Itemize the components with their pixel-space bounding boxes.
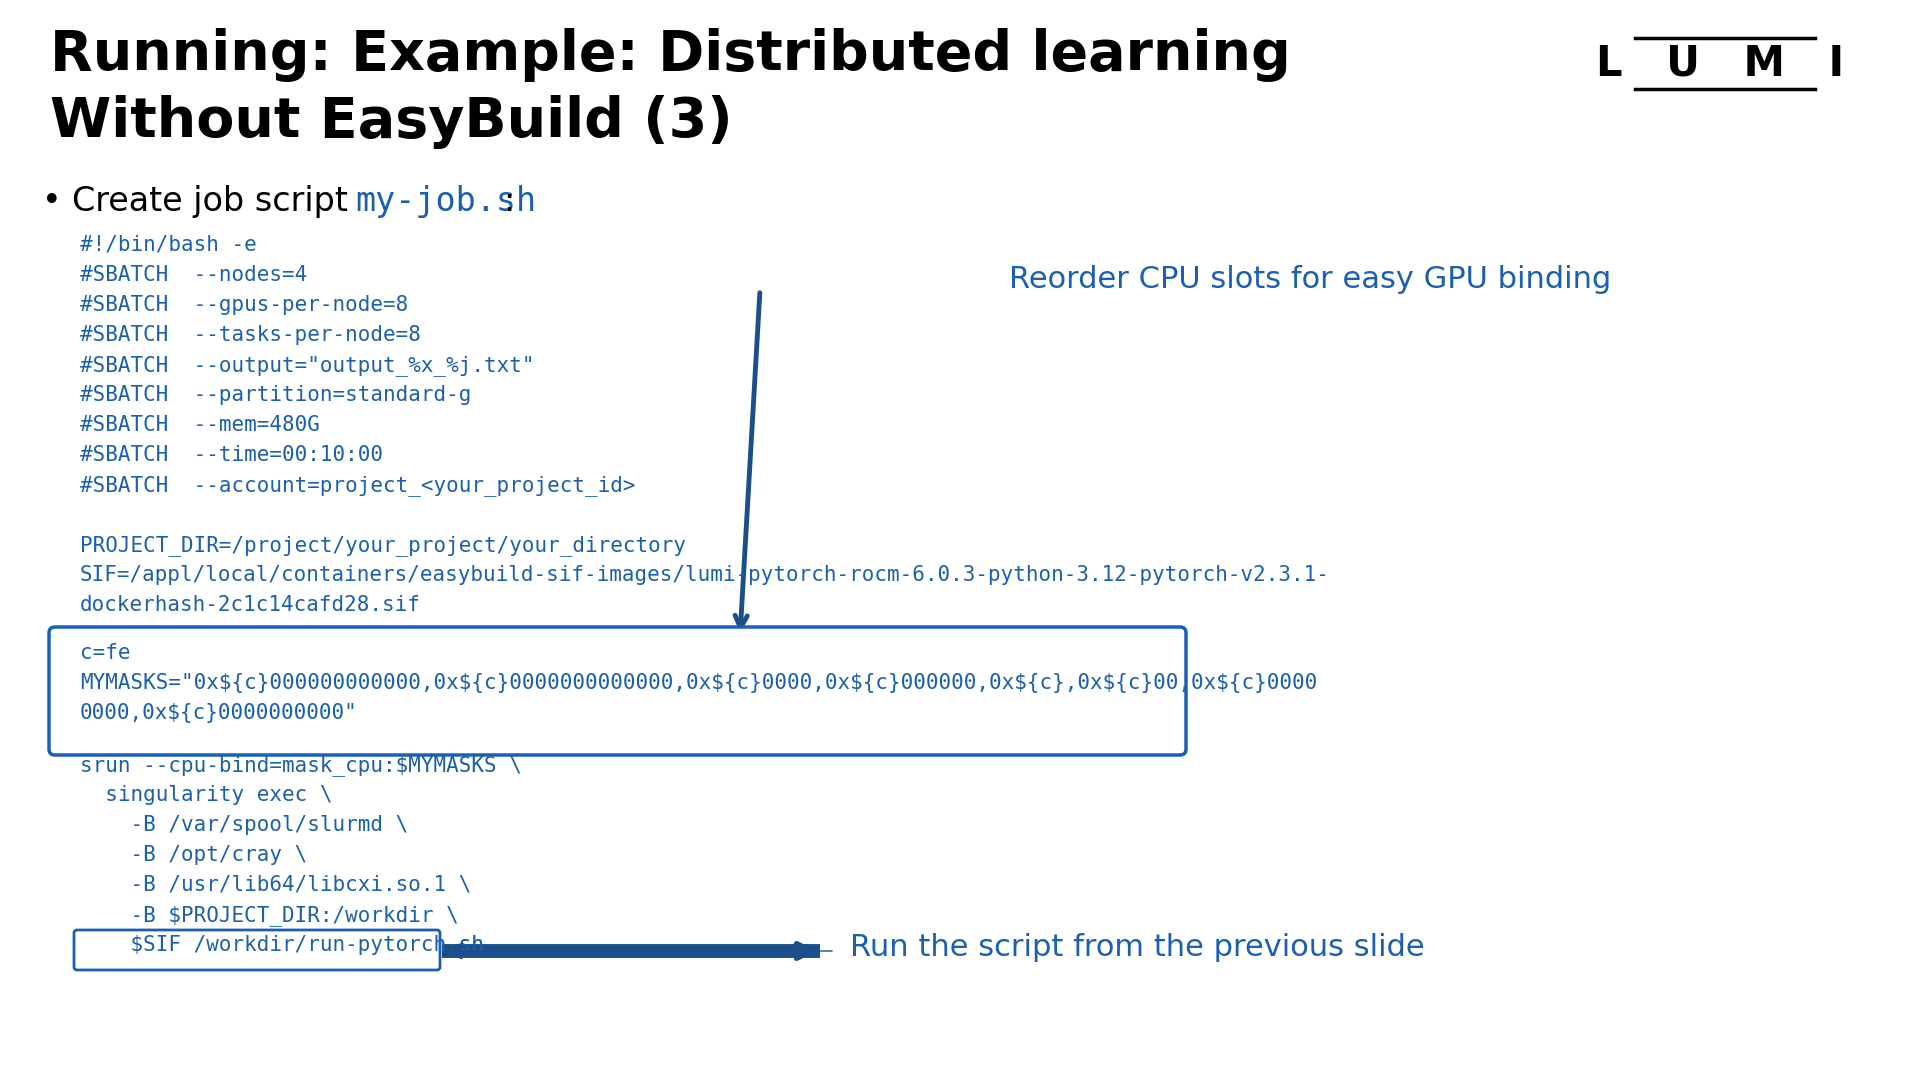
Text: L   U   M   I: L U M I (1596, 43, 1843, 85)
Text: :: : (503, 185, 515, 218)
Text: -B /var/spool/slurmd \: -B /var/spool/slurmd \ (81, 815, 409, 835)
Text: PROJECT_DIR=/project/your_project/your_directory: PROJECT_DIR=/project/your_project/your_d… (81, 535, 685, 556)
FancyBboxPatch shape (75, 930, 440, 970)
FancyArrowPatch shape (445, 943, 831, 959)
Text: -B $PROJECT_DIR:/workdir \: -B $PROJECT_DIR:/workdir \ (81, 905, 459, 926)
Text: $SIF /workdir/run-pytorch.sh: $SIF /workdir/run-pytorch.sh (81, 935, 484, 955)
Text: #SBATCH  --nodes=4: #SBATCH --nodes=4 (81, 265, 307, 285)
Text: #SBATCH  --partition=standard-g: #SBATCH --partition=standard-g (81, 384, 472, 405)
Text: #SBATCH  --output="output_%x_%j.txt": #SBATCH --output="output_%x_%j.txt" (81, 355, 534, 376)
Text: -B /usr/lib64/libcxi.so.1 \: -B /usr/lib64/libcxi.so.1 \ (81, 875, 472, 895)
Text: -B /opt/cray \: -B /opt/cray \ (81, 845, 307, 865)
Text: 0000,0x${c}0000000000": 0000,0x${c}0000000000" (81, 703, 357, 723)
Text: srun --cpu-bind=mask_cpu:$MYMASKS \: srun --cpu-bind=mask_cpu:$MYMASKS \ (81, 755, 522, 775)
Text: Run the script from the previous slide: Run the script from the previous slide (851, 932, 1425, 961)
Text: MYMASKS="0x${c}000000000000,0x${c}0000000000000,0x${c}0000,0x${c}000000,0x${c},0: MYMASKS="0x${c}000000000000,0x${c}000000… (81, 673, 1317, 693)
Text: #SBATCH  --tasks-per-node=8: #SBATCH --tasks-per-node=8 (81, 325, 420, 345)
Text: #!/bin/bash -e: #!/bin/bash -e (81, 235, 257, 255)
Text: singularity exec \: singularity exec \ (81, 785, 332, 805)
Text: #SBATCH  --time=00:10:00: #SBATCH --time=00:10:00 (81, 445, 382, 465)
Text: #SBATCH  --mem=480G: #SBATCH --mem=480G (81, 415, 321, 435)
Text: Without EasyBuild (3): Without EasyBuild (3) (50, 95, 733, 149)
FancyArrowPatch shape (445, 944, 810, 958)
Text: Reorder CPU slots for easy GPU binding: Reorder CPU slots for easy GPU binding (1008, 265, 1611, 294)
FancyArrowPatch shape (735, 293, 760, 627)
Text: SIF=/appl/local/containers/easybuild-sif-images/lumi-pytorch-rocm-6.0.3-python-3: SIF=/appl/local/containers/easybuild-sif… (81, 565, 1331, 585)
Text: dockerhash-2c1c14cafd28.sif: dockerhash-2c1c14cafd28.sif (81, 595, 420, 615)
Text: •: • (42, 185, 61, 218)
Text: Create job script: Create job script (73, 185, 359, 218)
Text: c=fe: c=fe (81, 643, 131, 663)
Text: $SIF /workdir/run-pytorch.sh: $SIF /workdir/run-pytorch.sh (81, 935, 484, 955)
Text: Running: Example: Distributed learning: Running: Example: Distributed learning (50, 28, 1290, 82)
Text: #SBATCH  --gpus-per-node=8: #SBATCH --gpus-per-node=8 (81, 295, 409, 315)
FancyBboxPatch shape (50, 627, 1187, 755)
Text: #SBATCH  --account=project_<your_project_id>: #SBATCH --account=project_<your_project_… (81, 475, 636, 496)
Text: my-job.sh: my-job.sh (355, 185, 536, 218)
